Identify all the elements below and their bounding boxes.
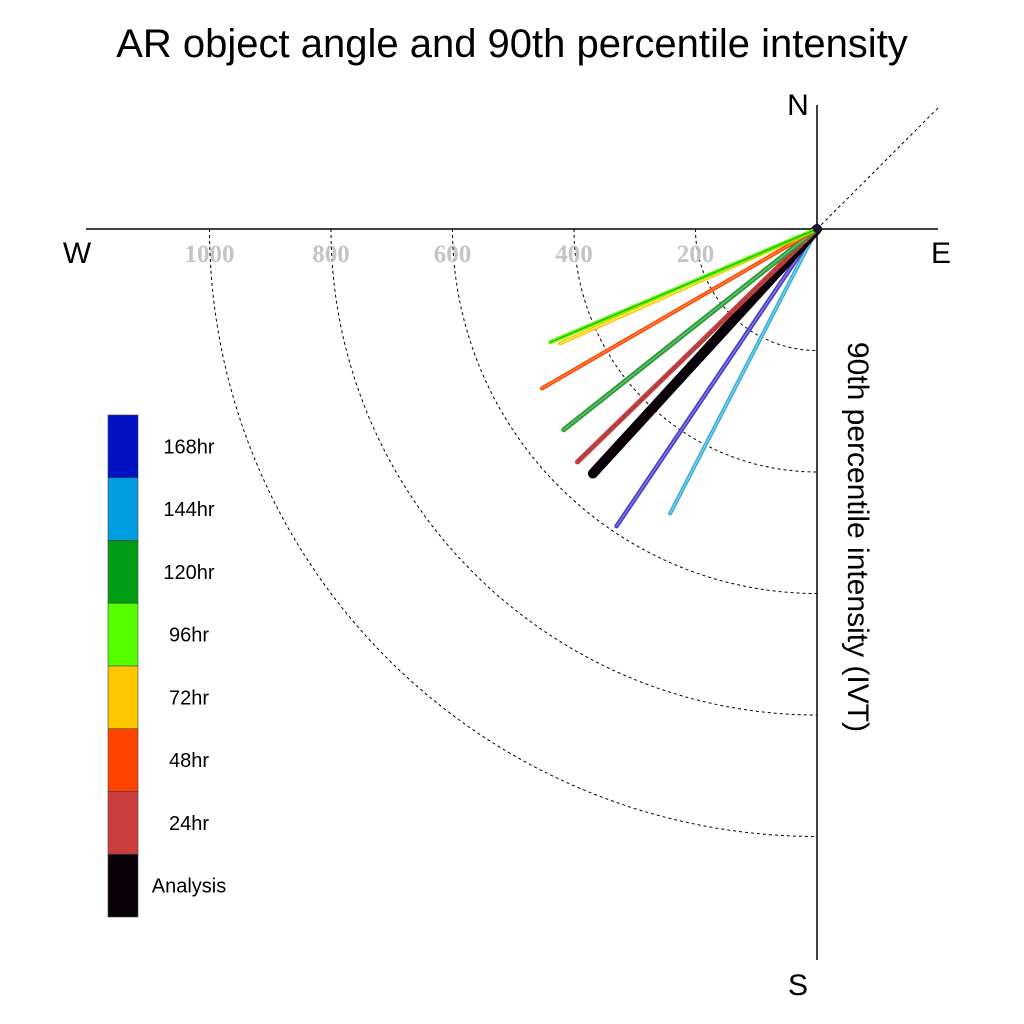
radial-tick-label-1000: 1000 — [185, 241, 235, 268]
series-48hr — [540, 227, 819, 391]
series-24hr — [574, 226, 820, 465]
legend-swatch-Analysis — [107, 853, 139, 918]
legend-swatch-144hr — [107, 477, 139, 541]
radial-tick-label-800: 800 — [312, 241, 350, 268]
legend-label-96hr: 96hr — [169, 625, 209, 647]
series-96hr — [548, 227, 819, 345]
legend-label-72hr: 72hr — [169, 687, 209, 709]
grid-arc-400 — [573, 228, 818, 473]
legend-swatch-96hr — [107, 602, 139, 667]
legend-label-Analysis: Analysis — [152, 876, 226, 898]
legend-label-24hr: 24hr — [169, 813, 209, 835]
series-highlight-144hr — [669, 228, 818, 514]
axes — [86, 105, 941, 960]
legend-swatch-168hr — [107, 414, 139, 479]
south-label: S — [788, 969, 808, 1002]
legend-label-120hr: 120hr — [163, 562, 214, 584]
series-lines — [540, 224, 822, 529]
series-highlight-120hr — [563, 228, 818, 431]
series-120hr — [561, 226, 820, 433]
series-highlight-48hr — [541, 228, 818, 389]
east-label: E — [931, 237, 951, 270]
diagonal-reference — [816, 105, 941, 230]
legend-swatch-24hr — [107, 791, 139, 855]
chart-title: AR object angle and 90th percentile inte… — [116, 22, 908, 66]
grid-arc-200 — [695, 228, 818, 351]
y-axis-label: 90th percentile intensity (IVT) — [841, 342, 874, 732]
radial-tick-label-600: 600 — [434, 241, 472, 268]
origin-marker — [813, 225, 821, 233]
north-label: N — [787, 89, 809, 122]
grid-arc-600 — [452, 228, 818, 594]
legend-swatch-120hr — [107, 540, 139, 604]
legend-label-144hr: 144hr — [163, 499, 214, 521]
series-line-Analysis — [587, 224, 822, 479]
series-highlight-168hr — [616, 228, 818, 527]
grid-arc-1000 — [209, 228, 818, 837]
series-highlight-96hr — [550, 228, 818, 343]
west-label: W — [63, 237, 92, 270]
legend-swatch-72hr — [107, 665, 139, 730]
grid-arc-800 — [330, 228, 818, 716]
legend: 168hr 144hr 120hr 96hr 72hr 48hr 24hr Analysis — [107, 414, 226, 918]
legend-swatch-48hr — [107, 728, 139, 792]
series-144hr — [668, 227, 819, 516]
series-Analysis — [587, 224, 822, 479]
series-line-24hr — [574, 226, 820, 465]
radial-tick-labels: 200 400 600 800 1000 — [185, 241, 715, 268]
legend-label-168hr: 168hr — [163, 436, 214, 458]
radial-tick-label-200: 200 — [677, 241, 715, 268]
legend-label-48hr: 48hr — [169, 750, 209, 772]
radial-grid — [209, 228, 818, 837]
series-168hr — [614, 226, 820, 529]
radial-tick-label-400: 400 — [555, 241, 593, 268]
